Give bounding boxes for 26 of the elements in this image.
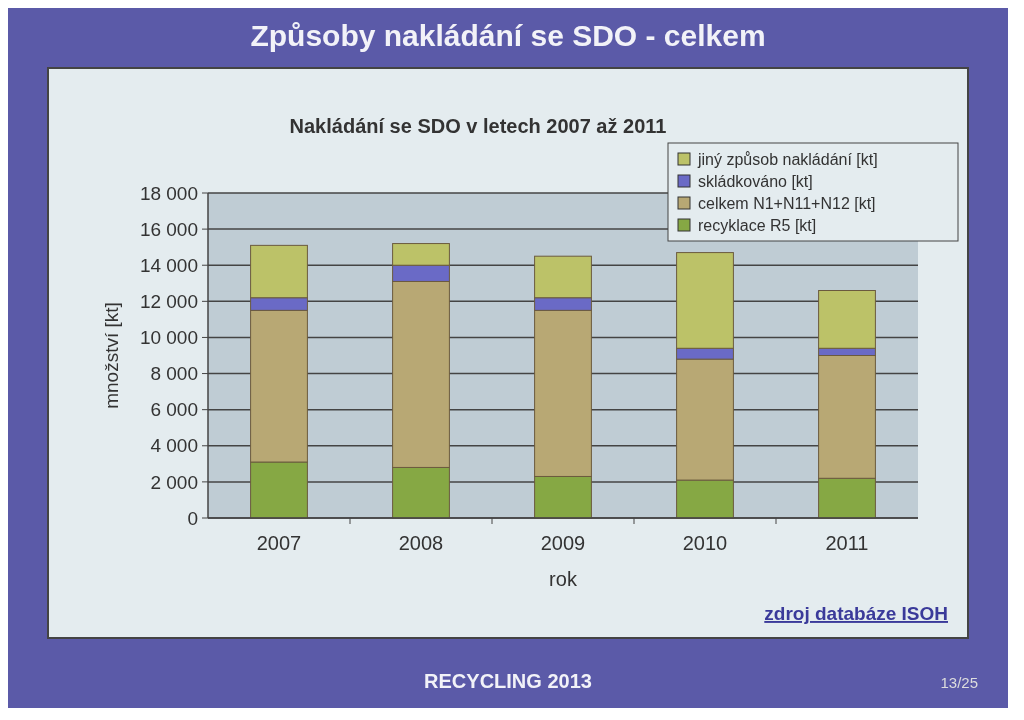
legend-label: jiný způsob nakládání [kt] bbox=[697, 150, 878, 168]
y-tick-label: 12 000 bbox=[139, 290, 198, 312]
y-axis-title: množství [kt] bbox=[101, 302, 122, 409]
x-axis-title: rok bbox=[549, 568, 578, 590]
x-tick-label: 2009 bbox=[540, 532, 586, 554]
y-tick-label: 4 000 bbox=[150, 435, 198, 457]
y-tick-label: 14 000 bbox=[139, 254, 198, 276]
chart-title: Způsoby nakládání se SDO - celkem bbox=[250, 19, 766, 52]
y-tick-label: 8 000 bbox=[150, 363, 198, 385]
text: RECYCLING 2013 bbox=[424, 670, 592, 692]
text: zdroj databáze ISOH bbox=[764, 603, 948, 624]
x-tick-label: 2011 bbox=[825, 532, 869, 554]
legend-label: recyklace R5 [kt] bbox=[698, 216, 817, 234]
text: 13/25 bbox=[940, 674, 978, 691]
y-tick-label: 16 000 bbox=[139, 218, 198, 240]
legend-label: skládkováno [kt] bbox=[698, 172, 813, 190]
chart-subtitle: Nakládání se SDO v letech 2007 až 2011 bbox=[289, 115, 667, 137]
y-tick-label: 2 000 bbox=[150, 471, 198, 493]
legend-label: celkem N1+N11+N12 [kt] bbox=[698, 194, 876, 212]
x-tick-label: 2007 bbox=[256, 532, 302, 554]
y-tick-label: 6 000 bbox=[150, 399, 198, 421]
y-tick-label: 0 bbox=[187, 507, 198, 529]
y-tick-label: 18 000 bbox=[139, 182, 198, 204]
y-tick-label: 10 000 bbox=[139, 327, 198, 349]
x-tick-label: 2010 bbox=[682, 532, 728, 554]
x-tick-label: 2008 bbox=[398, 532, 444, 554]
